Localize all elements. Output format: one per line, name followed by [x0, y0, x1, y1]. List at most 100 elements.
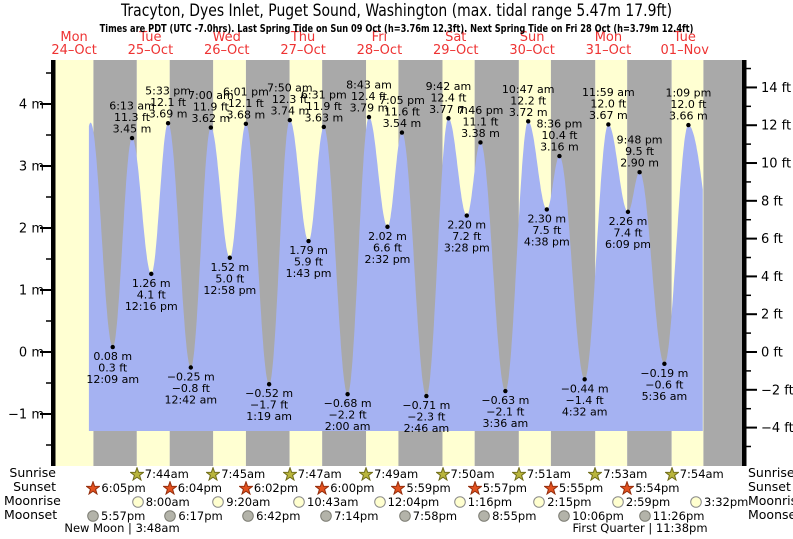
moonrise-item: 8:00am [131, 495, 190, 509]
moonrise-time: 9:20am [226, 495, 271, 509]
svg-text:3.63 m: 3.63 m [304, 111, 343, 124]
moonrise-icon [453, 496, 466, 508]
right-axis-tick-label: 4 ft [761, 270, 783, 285]
svg-text:−0.68 m: −0.68 m [324, 397, 372, 410]
sunset-icon [467, 481, 482, 495]
svg-text:−0.25 m: −0.25 m [167, 371, 215, 384]
axes: 4 m 3 m 2 m 1 m 0 m −1 m 14 ft 12 ft 10 ft 8 ft 6 … [8, 60, 793, 466]
svg-text:0.08 m: 0.08 m [93, 350, 132, 363]
svg-text:6:09 pm: 6:09 pm [605, 238, 651, 251]
moonset-row-label-right: Moonset [748, 507, 793, 522]
sunrise-time: 7:49am [374, 467, 419, 481]
moonrise-time: 2:59pm [625, 495, 671, 509]
day-label-dow: Tue [138, 30, 161, 45]
tide-extreme-dot [385, 224, 390, 229]
sunrise-icon [664, 467, 679, 481]
svg-text:12.3 ft: 12.3 ft [272, 93, 309, 106]
tide-extreme-label-low: −0.71 m−2.3 ft2:46 am [402, 399, 450, 435]
svg-text:−0.44 m: −0.44 m [561, 382, 609, 395]
sunrise-time: 7:45am [221, 467, 266, 481]
sunset-item: 5:54pm [620, 481, 680, 495]
svg-text:2.26 m: 2.26 m [609, 215, 648, 228]
moonrise-row-label-right: Moonrise [748, 493, 793, 508]
day-label-dow: Fri [372, 30, 388, 45]
svg-text:6.6 ft: 6.6 ft [373, 241, 403, 254]
svg-text:12.4 ft: 12.4 ft [351, 90, 388, 103]
moonset-item: 6:42pm [241, 509, 300, 523]
right-axis-tick-label: 8 ft [761, 194, 783, 209]
tide-extreme-dot [544, 207, 550, 212]
svg-text:3:36 am: 3:36 am [483, 417, 529, 430]
sunrise-icon [511, 467, 526, 481]
svg-text:11.3 ft: 11.3 ft [114, 111, 151, 124]
svg-text:−1.4 ft: −1.4 ft [566, 394, 605, 407]
svg-text:1.52 m: 1.52 m [210, 261, 249, 274]
tide-extreme-dot [557, 153, 562, 159]
svg-text:4:38 pm: 4:38 pm [524, 235, 570, 248]
moonrise-icon [373, 496, 386, 508]
moonrise-item: 10:43am [292, 495, 358, 509]
moonset-time: 5:57pm [101, 509, 146, 523]
left-axis-tick-label: 4 m [19, 98, 44, 113]
svg-text:−2.1 ft: −2.1 ft [486, 406, 525, 419]
moonset-time: 7:58pm [412, 509, 458, 523]
tide-extreme-dot [366, 114, 372, 120]
tide-extreme-dot [149, 271, 154, 277]
sunset-item: 6:00pm [315, 481, 375, 495]
moonrise-item: 1:16pm [453, 495, 512, 509]
svg-text:2.20 m: 2.20 m [447, 219, 486, 232]
moonrise-icon [212, 496, 225, 508]
right-axis-tick-label: 2 ft [761, 308, 783, 323]
svg-text:8:43 am: 8:43 am [346, 79, 392, 92]
svg-text:12:42 am: 12:42 am [164, 394, 217, 407]
sunrise-row-label-left: Sunrise [9, 465, 56, 480]
svg-text:4:32 am: 4:32 am [562, 405, 608, 418]
svg-text:7.2 ft: 7.2 ft [452, 230, 482, 243]
sunrise-icon [435, 467, 450, 481]
moonrise-time: 2:15pm [547, 495, 592, 509]
right-axis-tick-label: −4 ft [761, 421, 793, 436]
right-axis-tick-label: 10 ft [761, 157, 791, 172]
sunset-row-label-right: Sunset [748, 479, 791, 494]
svg-text:3:28 pm: 3:28 pm [444, 242, 490, 255]
chart-subtitle: Times are PDT (UTC -7.0hrs). Last Spring… [99, 22, 694, 35]
svg-text:2:00 am: 2:00 am [325, 420, 371, 433]
tide-extreme-dot [424, 393, 429, 399]
tide-extreme-label-low: −0.63 m−2.1 ft3:36 am [481, 394, 529, 430]
sunset-icon [543, 481, 558, 495]
moonrise-item: 2:59pm [611, 495, 670, 509]
sunrise-item: 7:49am [359, 467, 418, 481]
sunrise-row-label-right: Sunrise [748, 465, 793, 480]
sunrise-icon [359, 467, 374, 481]
sunset-time: 6:05pm [101, 481, 146, 495]
moonset-icon [558, 510, 570, 522]
svg-text:3.68 m: 3.68 m [227, 108, 266, 121]
tide-extreme-label-low: 2.30 m7.5 ft4:38 pm [524, 212, 570, 248]
day-label-date: 25–Oct [128, 43, 174, 58]
moonset-item: 8:55pm [477, 509, 536, 523]
svg-text:11.1 ft: 11.1 ft [462, 115, 499, 128]
svg-text:12:58 pm: 12:58 pm [203, 284, 256, 297]
svg-text:3.74 m: 3.74 m [270, 105, 309, 118]
sunrise-time: 7:53am [603, 467, 648, 481]
svg-text:3.77 m: 3.77 m [429, 103, 468, 116]
left-axis [51, 60, 56, 466]
sunset-row-label-left: Sunset [13, 479, 56, 494]
svg-text:1:09 pm: 1:09 pm [665, 87, 711, 100]
tide-extreme-dot [606, 122, 611, 127]
svg-text:12.0 ft: 12.0 ft [590, 97, 627, 110]
tide-extreme-dot [208, 125, 214, 130]
day-label-date: 26–Oct [204, 43, 250, 58]
svg-text:6:01 pm: 6:01 pm [223, 85, 269, 98]
moonset-row-label-left: Moonset [4, 507, 58, 522]
svg-text:−2.3 ft: −2.3 ft [407, 411, 446, 424]
moonset-time: 10:06pm [572, 509, 624, 523]
tide-extreme-label-low: 2.02 m6.6 ft2:32 pm [365, 230, 411, 266]
right-axis-tick-label: 6 ft [761, 232, 783, 247]
moonrise-icon [131, 496, 144, 508]
tide-extreme-dot [287, 117, 293, 123]
